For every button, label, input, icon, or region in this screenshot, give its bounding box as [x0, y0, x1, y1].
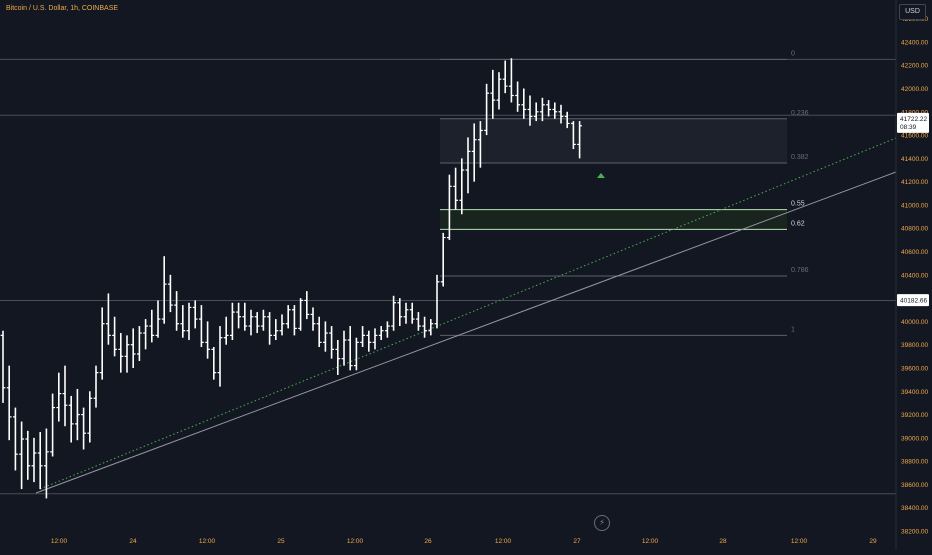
time-tick-label: 12:00 — [791, 538, 808, 545]
crosshair-price-label — [897, 294, 929, 307]
price-tick-label: 40000.00 — [901, 319, 928, 326]
price-tick-label: 38600.00 — [901, 482, 928, 489]
price-tick-label: 40600.00 — [901, 249, 928, 256]
price-tick-label: 41400.00 — [901, 156, 928, 163]
fib-level-label: 0.62 — [791, 220, 805, 227]
fib-level-label: 0.55 — [791, 201, 805, 208]
price-tick-label: 42200.00 — [901, 63, 928, 70]
price-tick-label: 39400.00 — [901, 389, 928, 396]
price-tick-label: 40400.00 — [901, 272, 928, 279]
price-tick-label: 41600.00 — [901, 133, 928, 140]
ohlc-bars — [0, 58, 605, 499]
price-tick-label: 38200.00 — [901, 529, 928, 536]
current-price-countdown: 08:39 — [900, 124, 917, 131]
price-tick-label: 38800.00 — [901, 459, 928, 466]
fib-level-label: 0.236 — [791, 110, 809, 117]
fib-level-label: 0 — [791, 50, 795, 57]
price-tick-label: 39200.00 — [901, 412, 928, 419]
time-tick-label: 26 — [424, 538, 432, 545]
price-tick-label: 41800.00 — [901, 109, 928, 116]
currency-selector[interactable]: USD — [899, 4, 926, 20]
time-tick-label: 12:00 — [642, 538, 659, 545]
time-tick-label: 12:00 — [495, 538, 512, 545]
price-tick-label: 39600.00 — [901, 365, 928, 372]
time-tick-label: 12:00 — [51, 538, 68, 545]
price-axis: 38200.00 38400.00 38600.00 38800.00 39000.00… — [895, 0, 928, 550]
current-price-value: 41722.22 — [900, 116, 927, 123]
fib-level-label: 0.786 — [791, 267, 809, 274]
fib-retracement: 0 0.236 0.382 0.55 0.62 0.786 1 — [440, 50, 809, 336]
crosshair-price-value: 40182.66 — [900, 298, 927, 305]
time-axis: 12:00 24 12:00 25 12:00 26 12:00 27 12:00 28 12:00… — [51, 538, 877, 545]
fib-zone — [440, 118, 787, 164]
price-tick-label: 41000.00 — [901, 202, 928, 209]
trend-lines — [35, 137, 897, 494]
time-tick-label: 12:00 — [199, 538, 216, 545]
price-tick-label: 41200.00 — [901, 179, 928, 186]
triangle-up-icon — [597, 173, 605, 178]
price-tick-label: 42400.00 — [901, 39, 928, 46]
time-tick-label: 28 — [719, 538, 727, 545]
current-price-label — [897, 112, 929, 133]
fib-level-label: 0.382 — [791, 154, 809, 161]
symbol-title: Bitcoin / U.S. Dollar, 1h, COINBASE — [6, 5, 119, 12]
price-tick-label: 40800.00 — [901, 226, 928, 233]
price-tick-label: 42000.00 — [901, 86, 928, 93]
time-tick-label: 25 — [277, 538, 285, 545]
price-tick-label: 39000.00 — [901, 435, 928, 442]
time-tick-label: 29 — [869, 538, 877, 545]
price-tick-label: 38400.00 — [901, 505, 928, 512]
lightning-icon[interactable]: ⚡︎ — [594, 515, 610, 531]
time-tick-label: 27 — [573, 538, 581, 545]
fib-level-label: 1 — [791, 326, 795, 333]
trend-line — [35, 171, 897, 494]
price-tick-label: 39800.00 — [901, 342, 928, 349]
time-tick-label: 24 — [129, 538, 137, 545]
time-tick-label: 12:00 — [347, 538, 364, 545]
fib-zone — [440, 209, 787, 230]
